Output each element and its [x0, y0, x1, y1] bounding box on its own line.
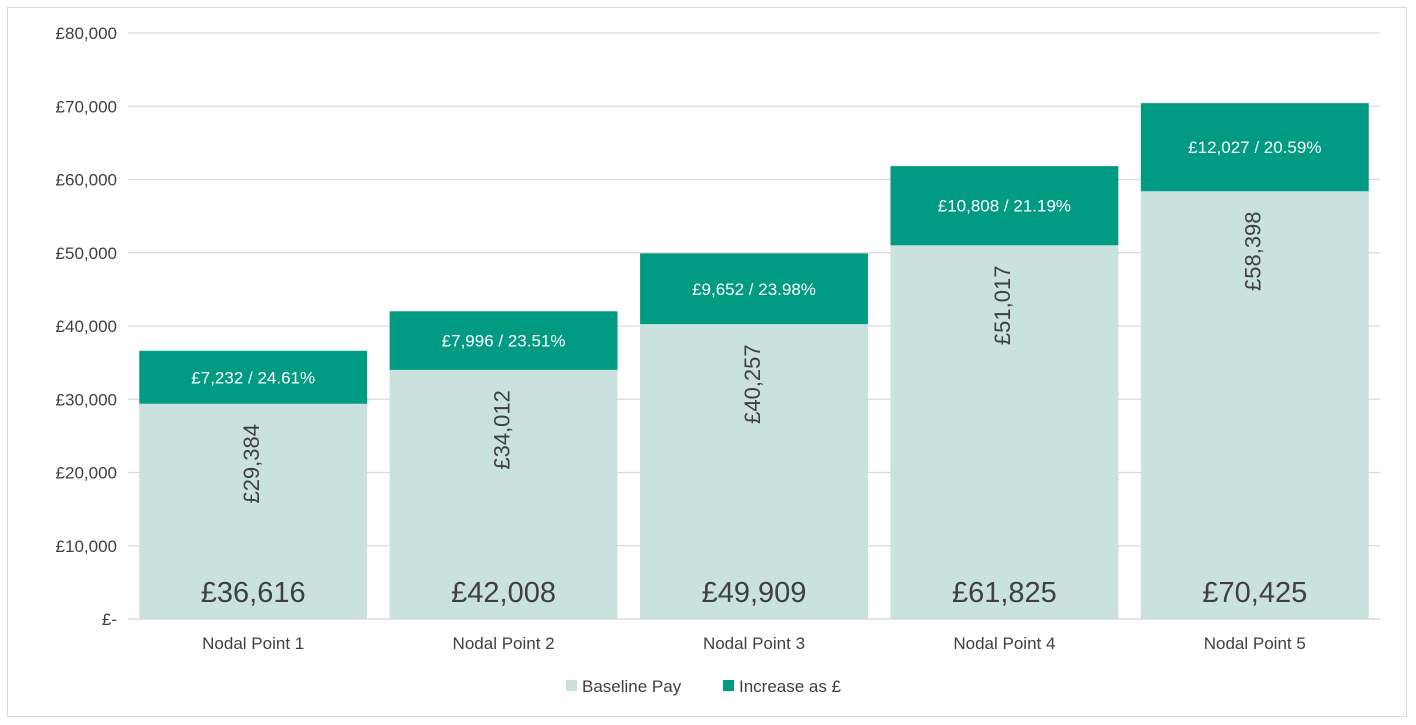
bar-increase	[139, 350, 368, 404]
baseline-data-label: £58,398	[1241, 211, 1266, 291]
y-axis: £- £10,000 £20,000 £30,000 £40,000 £50,000 £60…	[56, 24, 117, 629]
bar-baseline-pay	[139, 403, 368, 619]
baseline-data-label: £29,384	[239, 424, 264, 504]
bar-increase	[890, 166, 1119, 246]
x-axis: Nodal Point 1 Nodal Point 2 Nodal Point 3 N…	[128, 618, 1380, 653]
bar-baseline-pay	[640, 324, 868, 619]
legend-label: Increase as £	[739, 677, 842, 696]
bars: £7,232 / 24.61% £29,384 £36,616 £7,996 / 23…	[139, 103, 1369, 619]
y-tick-label: £20,000	[56, 464, 117, 483]
increase-data-label: £12,027 / 20.59%	[1188, 138, 1321, 157]
y-tick-label: £30,000	[56, 390, 117, 409]
total-label: £49,909	[702, 577, 807, 609]
y-tick-label: £60,000	[56, 171, 117, 190]
x-category-label: Nodal Point 4	[953, 634, 1055, 653]
total-label: £36,616	[201, 577, 306, 609]
baseline-data-label: £51,017	[990, 266, 1015, 346]
legend-item-baseline-pay: Baseline Pay	[566, 677, 682, 696]
total-label: £70,425	[1202, 577, 1307, 609]
bar-baseline-pay	[1140, 191, 1369, 619]
legend-item-increase: Increase as £	[723, 677, 842, 696]
legend-swatch	[566, 680, 577, 691]
bar-baseline-pay	[389, 369, 618, 619]
y-tick-label: £80,000	[56, 24, 117, 43]
x-category-label: Nodal Point 1	[202, 634, 304, 653]
y-tick-label: £-	[102, 610, 117, 629]
bar-increase	[640, 253, 868, 325]
legend-label: Baseline Pay	[582, 677, 682, 696]
increase-data-label: £7,996 / 23.51%	[442, 332, 566, 351]
increase-data-label: £10,808 / 21.19%	[938, 197, 1071, 216]
legend-swatch	[723, 680, 734, 691]
baseline-data-label: £34,012	[489, 390, 514, 470]
y-tick-label: £70,000	[56, 97, 117, 116]
baseline-data-label: £40,257	[740, 344, 765, 424]
x-category-label: Nodal Point 3	[703, 634, 805, 653]
bar-increase	[389, 311, 618, 370]
x-category-label: Nodal Point 5	[1204, 634, 1306, 653]
increase-data-label: £9,652 / 23.98%	[692, 280, 816, 299]
increase-data-label: £7,232 / 24.61%	[191, 368, 315, 387]
y-tick-label: £10,000	[56, 537, 117, 556]
total-label: £42,008	[451, 577, 556, 609]
legend: Baseline Pay Increase as £	[566, 677, 842, 696]
y-tick-label: £40,000	[56, 317, 117, 336]
bar-baseline-pay	[890, 245, 1119, 619]
total-label: £61,825	[952, 577, 1057, 609]
x-category-label: Nodal Point 2	[453, 634, 555, 653]
bar-increase	[1140, 103, 1369, 192]
y-tick-label: £50,000	[56, 244, 117, 263]
